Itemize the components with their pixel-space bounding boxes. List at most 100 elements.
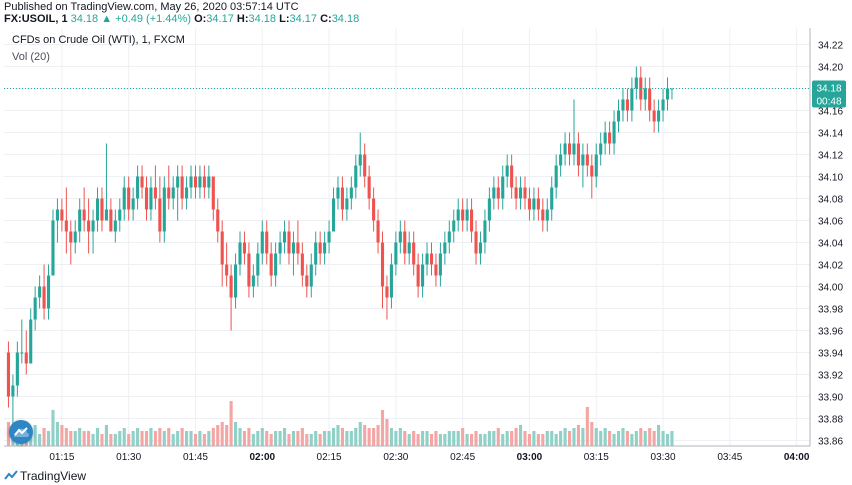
y-tick-label: 34.14: [818, 129, 843, 140]
low-label: L:: [279, 13, 290, 25]
candle-body: [563, 143, 567, 155]
volume-bar: [554, 434, 558, 446]
candle-body: [510, 165, 514, 188]
candle-body: [536, 198, 540, 210]
candle-body: [336, 187, 340, 199]
volume-bars: [6, 401, 674, 446]
y-tick-label: 33.96: [818, 327, 843, 338]
candle-body: [256, 253, 260, 276]
candle-body: [189, 176, 193, 188]
volume-bar: [461, 428, 465, 446]
candle-body: [603, 132, 607, 144]
candle-body: [82, 209, 86, 221]
candle-body: [398, 231, 402, 243]
volume-bar: [82, 431, 86, 446]
volume-bar: [38, 434, 42, 446]
candle-body: [331, 198, 336, 232]
volume-bar: [434, 431, 438, 446]
quote-line: FX:USOIL, 1 34.18 ▲ +0.49 (+1.44%) O:34.…: [4, 13, 359, 26]
volume-bar: [51, 410, 55, 446]
volume-bar: [354, 428, 358, 446]
volume-bar: [670, 431, 674, 446]
volume-bar: [438, 434, 442, 446]
candle-body: [29, 319, 33, 364]
candles: [6, 66, 674, 430]
candle-body: [91, 220, 95, 232]
price-change: ▲ +0.49 (+1.44%): [101, 13, 191, 25]
volume-bar: [652, 431, 656, 446]
high-label: H:: [236, 13, 249, 25]
candle-body: [6, 352, 11, 397]
y-tick-label: 33.98: [818, 305, 843, 316]
volume-bar: [634, 431, 638, 446]
candle-body: [162, 187, 166, 232]
volume-bar: [73, 431, 77, 446]
volume-bar: [470, 434, 474, 446]
volume-bar: [122, 428, 126, 446]
candle-body: [247, 253, 251, 287]
candle-body: [265, 231, 269, 254]
y-tick-label: 34.02: [818, 261, 843, 272]
volume-bar: [113, 434, 117, 446]
volume-bar: [265, 431, 269, 446]
volume-bar: [367, 428, 371, 446]
candle-body: [104, 209, 108, 221]
candle-body: [403, 231, 407, 254]
y-tick-label: 33.90: [818, 393, 843, 404]
volume-bar: [95, 428, 100, 446]
y-tick-label: 34.00: [818, 283, 843, 294]
volume-bar: [91, 434, 95, 446]
symbol-label: FX:USOIL, 1: [4, 13, 68, 25]
candle-body: [15, 352, 19, 386]
close-label: C:: [320, 13, 332, 25]
candle-body: [483, 220, 487, 243]
candle-body: [585, 154, 589, 166]
volume-bar: [416, 434, 420, 446]
candle-body: [327, 231, 331, 243]
tradingview-menu-button[interactable]: [9, 420, 33, 444]
candle-body: [461, 209, 465, 221]
candle-body: [314, 242, 318, 265]
volume-bar: [300, 428, 304, 446]
volume-bar: [314, 431, 318, 446]
candle-body: [505, 165, 509, 177]
candle-body: [131, 198, 135, 210]
open-label: O:: [194, 13, 207, 25]
candle-body: [78, 209, 82, 232]
candle-body: [478, 242, 483, 254]
volume-bar: [323, 431, 327, 446]
x-tick-label: 01:15: [49, 452, 74, 463]
volume-bar: [550, 431, 554, 446]
candle-body: [216, 209, 220, 232]
volume-bar: [590, 422, 594, 446]
candle-body: [643, 88, 647, 100]
volume-bar: [403, 431, 407, 446]
candle-body: [118, 209, 122, 221]
x-tick-label: 03:00: [517, 452, 543, 463]
candle-body: [616, 110, 621, 122]
volume-bar: [140, 431, 144, 446]
volume-bar: [483, 434, 487, 446]
candle-body: [567, 143, 572, 155]
volume-bar: [648, 428, 652, 446]
candle-body: [193, 176, 198, 188]
y-tick-label: 34.16: [818, 107, 843, 118]
candle-body: [309, 264, 313, 287]
volume-bar: [278, 431, 282, 446]
candle-body: [608, 132, 612, 144]
candle-body: [300, 253, 304, 276]
volume-bar: [389, 428, 393, 446]
volume-bar: [429, 434, 434, 446]
volume-bar: [661, 431, 665, 446]
volume-bar: [211, 428, 215, 446]
volume-bar: [518, 425, 523, 446]
candle-body: [51, 220, 55, 276]
candle-body: [421, 264, 425, 287]
volume-bar: [594, 428, 598, 446]
volume-bar: [33, 425, 37, 446]
volume-bar: [412, 431, 416, 446]
volume-bar: [478, 434, 483, 446]
candle-body: [33, 297, 37, 320]
candle-body: [229, 275, 233, 298]
